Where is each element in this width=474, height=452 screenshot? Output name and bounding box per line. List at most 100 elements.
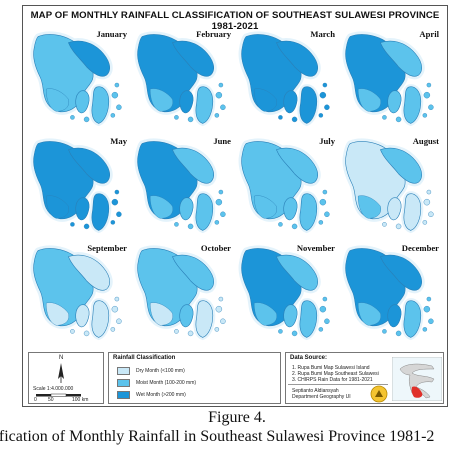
small-island: [395, 223, 402, 230]
month-map-december: December: [340, 241, 441, 345]
small-island: [114, 189, 120, 195]
small-island: [110, 113, 116, 118]
small-island: [174, 222, 179, 227]
small-island: [220, 104, 226, 111]
small-island: [318, 113, 324, 118]
month-map-january: January: [28, 27, 129, 131]
month-map-august: August: [340, 134, 441, 238]
small-island: [110, 220, 116, 225]
small-island: [319, 91, 327, 99]
buton-island: [195, 193, 214, 231]
small-island: [114, 296, 120, 302]
province-map-december: [342, 245, 434, 341]
buton-island: [403, 86, 422, 124]
month-label: March: [310, 29, 335, 39]
buton-island: [195, 300, 214, 338]
legend-title: Rainfall Classification: [113, 355, 176, 361]
small-island: [422, 220, 428, 225]
month-label: June: [213, 136, 231, 146]
small-island: [428, 211, 434, 218]
map-title: MAP OF MONTHLY RAINFALL CLASSIFICATION O…: [30, 10, 440, 32]
legend-swatch-wet: [117, 391, 130, 399]
small-island: [319, 305, 327, 313]
small-island: [278, 222, 283, 227]
month-map-july: July: [236, 134, 337, 238]
muna-island: [387, 90, 402, 114]
figure-number: Figure 4.: [208, 409, 266, 426]
small-island: [322, 296, 328, 302]
small-island: [423, 198, 431, 206]
source-item: 3. CHIRPS Rain Data for 1981-2021: [292, 377, 373, 383]
small-island: [174, 329, 179, 334]
buton-island: [299, 300, 318, 338]
small-island: [83, 223, 90, 230]
month-map-april: April: [340, 27, 441, 131]
author-department: Department Geography UI: [292, 394, 351, 400]
buton-island: [195, 86, 214, 124]
north-label: N: [59, 355, 64, 361]
small-island: [423, 91, 431, 99]
month-label: February: [196, 29, 231, 39]
scale-tick: 50: [48, 397, 54, 403]
scale-tick: 100 km: [72, 397, 89, 403]
small-island: [83, 330, 90, 337]
south-region: [357, 302, 381, 326]
small-island: [220, 211, 226, 218]
muna-island: [283, 197, 298, 221]
small-island: [422, 113, 428, 118]
small-island: [111, 198, 119, 206]
small-island: [428, 104, 434, 111]
small-island: [174, 115, 179, 120]
northeast-region: [67, 254, 110, 291]
small-island: [324, 104, 330, 111]
data-source-box: Data Source: 1. Rupa Bumi Map Sulawesi I…: [285, 352, 444, 404]
month-label: April: [419, 29, 439, 39]
south-region: [45, 88, 69, 112]
small-island: [215, 91, 223, 99]
author-name: Septianto Aldiansyah: [292, 388, 339, 394]
legend-item-dry: Dry Month (<100 mm): [136, 368, 185, 374]
small-island: [114, 82, 120, 88]
small-island: [214, 113, 220, 118]
south-region: [253, 302, 277, 326]
muna-island: [283, 90, 298, 114]
legend-swatch-dry: [117, 367, 130, 375]
south-region: [45, 302, 69, 326]
small-island: [291, 116, 298, 123]
small-island: [220, 318, 226, 325]
month-map-september: September: [28, 241, 129, 345]
muna-island: [75, 90, 90, 114]
university-logo-icon: [370, 385, 388, 403]
south-region: [149, 88, 173, 112]
small-island: [428, 318, 434, 325]
month-label: May: [110, 136, 127, 146]
province-map-august: [342, 138, 434, 234]
northeast-region: [171, 254, 214, 291]
sulawesi-locator-map: [392, 357, 442, 401]
province-map-june: [134, 138, 226, 234]
northeast-region: [67, 147, 110, 184]
month-map-october: October: [132, 241, 233, 345]
muna-island: [387, 197, 402, 221]
month-label: December: [401, 243, 439, 253]
buton-island: [91, 193, 110, 231]
south-region: [149, 302, 173, 326]
month-label: August: [412, 136, 439, 146]
north-scale-box: N Scale 1:4.000.000 0 50 100 km: [28, 352, 104, 404]
month-map-november: November: [236, 241, 337, 345]
small-island: [70, 329, 75, 334]
small-island: [215, 305, 223, 313]
muna-island: [179, 304, 194, 328]
small-island: [218, 189, 224, 195]
province-map-september: [30, 245, 122, 341]
buton-island: [299, 193, 318, 231]
province-map-november: [238, 245, 330, 341]
legend-item-wet: Wet Month (>200 mm): [136, 392, 186, 398]
small-island: [291, 330, 298, 337]
northeast-region: [275, 40, 318, 77]
legend-item-moist: Moist Month (100-200 mm): [136, 380, 197, 386]
south-region: [45, 195, 69, 219]
south-region: [357, 88, 381, 112]
small-island: [218, 296, 224, 302]
muna-island: [75, 304, 90, 328]
